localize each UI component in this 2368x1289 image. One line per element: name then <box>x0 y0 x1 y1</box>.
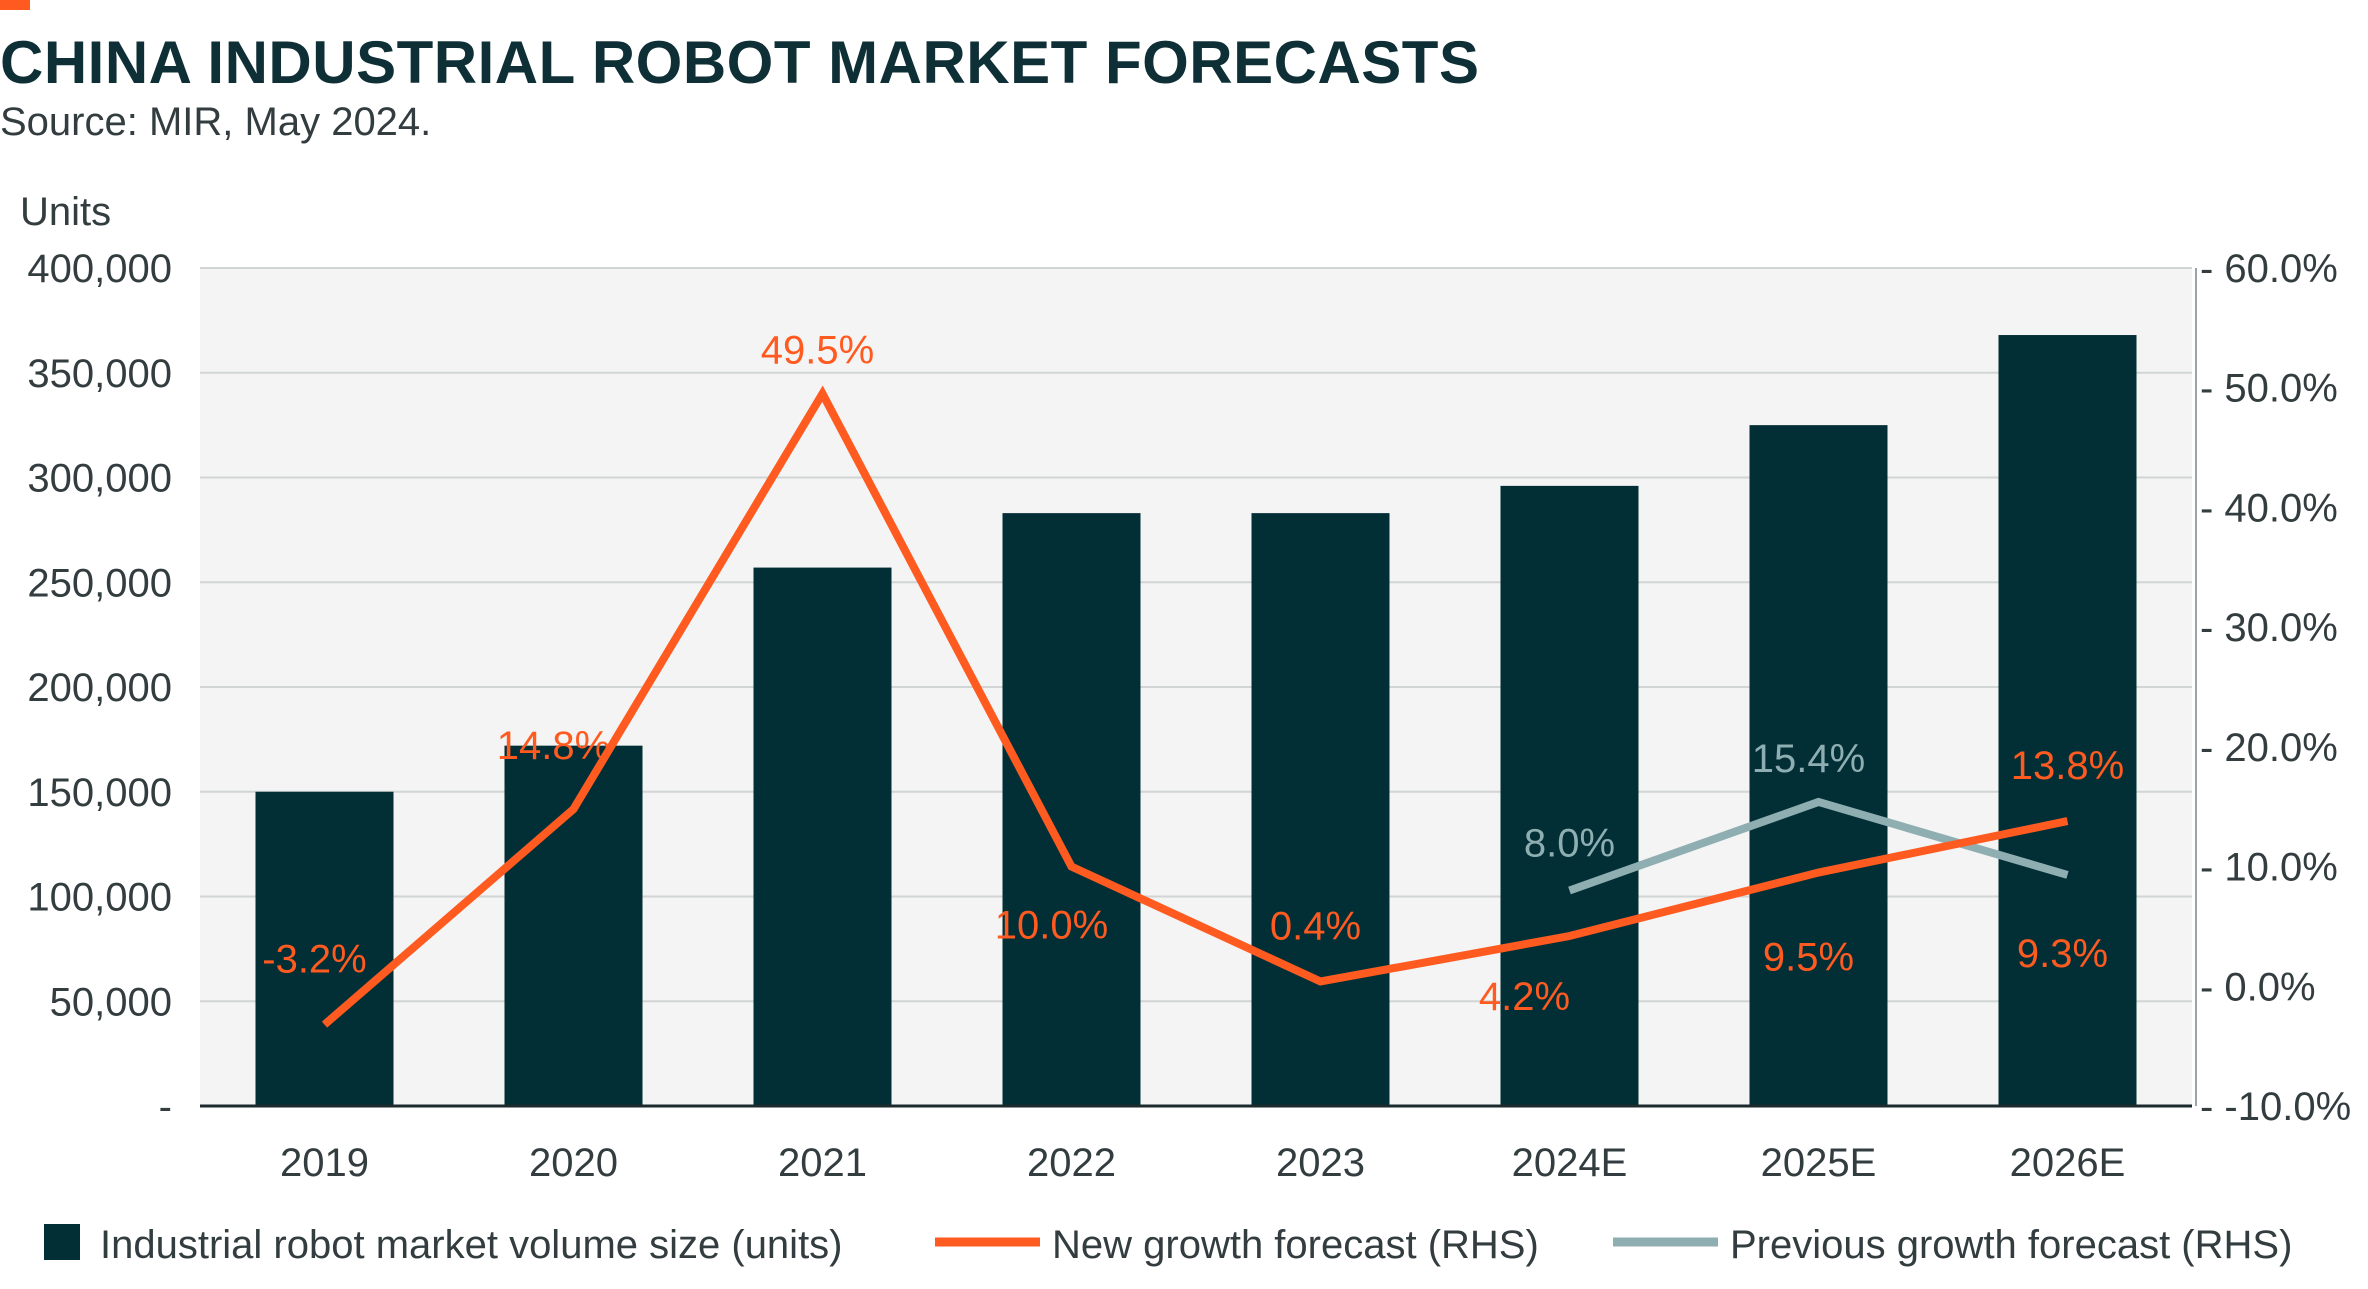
x-tick-label: 2019 <box>280 1141 369 1185</box>
y2-tick-label: - 60.0% <box>2200 247 2338 291</box>
new-growth-label: 0.4% <box>1270 904 1361 948</box>
legend-label-new: New growth forecast (RHS) <box>1052 1223 1539 1267</box>
x-tick-label: 2021 <box>778 1141 867 1185</box>
bar <box>1749 425 1888 1106</box>
new-growth-label: 10.0% <box>995 904 1108 948</box>
previous-growth-line <box>1568 797 2069 895</box>
y-tick-label: 100,000 <box>27 876 172 920</box>
line-series <box>321 385 2069 1028</box>
new-growth-label: 49.5% <box>761 329 874 373</box>
bar-series <box>255 335 2137 1106</box>
y2-tick-label: - -10.0% <box>2200 1085 2351 1129</box>
x-tick-label: 2020 <box>529 1141 618 1185</box>
y-tick-label: 150,000 <box>27 771 172 815</box>
new-growth-label: 4.2% <box>1479 975 1570 1019</box>
x-tick-label: 2024E <box>1512 1141 1628 1185</box>
y2-tick-label: - 30.0% <box>2200 606 2338 650</box>
bar <box>1251 513 1390 1106</box>
legend-swatch-bars <box>44 1224 80 1260</box>
new-growth-line <box>321 385 2069 1028</box>
y-tick-label: 350,000 <box>27 352 172 396</box>
y2-tick-label: - 10.0% <box>2200 846 2338 890</box>
legend-label-bars: Industrial robot market volume size (uni… <box>100 1223 843 1267</box>
x-tick-label: 2025E <box>1761 1141 1877 1185</box>
new-growth-label: -3.2% <box>262 938 367 982</box>
chart-title: CHINA INDUSTRIAL ROBOT MARKET FORECASTS <box>0 29 1480 96</box>
bar <box>1500 485 1639 1106</box>
y-tick-label: 400,000 <box>27 247 172 291</box>
y-tick-label: 50,000 <box>50 980 172 1024</box>
y-tick-label: - <box>159 1085 172 1129</box>
new-growth-label: 14.8% <box>497 724 610 768</box>
bar <box>1002 513 1141 1106</box>
y2-tick-label: - 0.0% <box>2200 965 2316 1009</box>
bar <box>1998 335 2137 1106</box>
chart-subtitle: Source: MIR, May 2024. <box>0 100 432 144</box>
accent-bar <box>0 0 30 10</box>
legend: Industrial robot market volume size (uni… <box>44 1223 2292 1267</box>
legend-label-previous: Previous growth forecast (RHS) <box>1730 1223 2292 1267</box>
axes: - 50,000 100,000 150,000 200,000 250,000 300,0… <box>27 247 2351 1185</box>
bar <box>753 567 892 1106</box>
new-growth-label: 9.5% <box>1763 936 1854 980</box>
previous-growth-label: 8.0% <box>1524 822 1615 866</box>
x-tick-label: 2023 <box>1276 1141 1365 1185</box>
bar <box>504 745 643 1106</box>
x-tick-label: 2026E <box>2010 1141 2126 1185</box>
previous-growth-label: 9.3% <box>2017 932 2108 976</box>
y2-tick-label: - 50.0% <box>2200 367 2338 411</box>
y-axis-label: Units <box>20 190 111 234</box>
y2-tick-label: - 20.0% <box>2200 726 2338 770</box>
bar <box>255 791 394 1106</box>
previous-growth-label: 15.4% <box>1752 737 1865 781</box>
y-tick-label: 300,000 <box>27 457 172 501</box>
y-tick-label: 250,000 <box>27 561 172 605</box>
y-tick-label: 200,000 <box>27 666 172 710</box>
new-growth-label: 13.8% <box>2011 744 2124 788</box>
y2-tick-label: - 40.0% <box>2200 486 2338 530</box>
data-labels: -3.2% 14.8% 49.5% 10.0% 0.4% 4.2% 9.5% 13.8% 8.0… <box>262 329 2124 1019</box>
x-tick-label: 2022 <box>1027 1141 1116 1185</box>
